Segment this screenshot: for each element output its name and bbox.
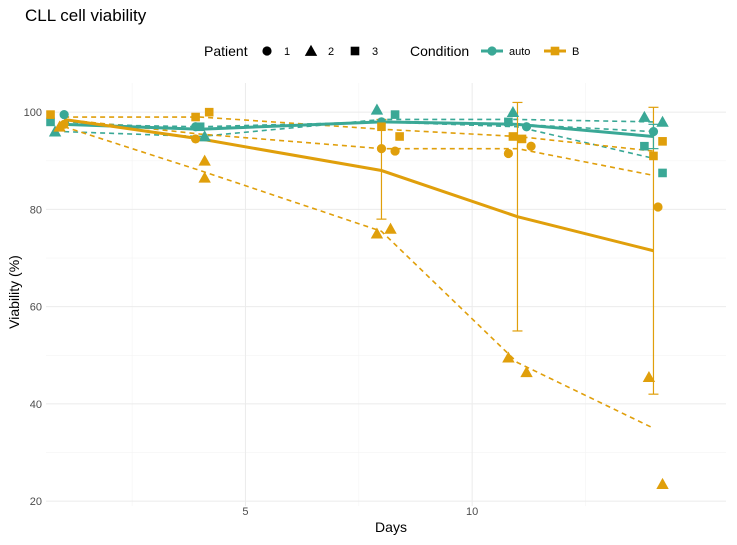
data-points bbox=[46, 103, 669, 489]
legend-patient-label: 2 bbox=[328, 46, 334, 58]
error-bars bbox=[376, 101, 659, 395]
data-point bbox=[370, 227, 384, 239]
data-point bbox=[520, 366, 533, 378]
x-tick-label: 10 bbox=[466, 506, 478, 518]
y-tick-label: 40 bbox=[30, 399, 42, 411]
data-point bbox=[390, 110, 400, 119]
data-point bbox=[653, 202, 663, 212]
legend-condition-label: auto bbox=[509, 46, 530, 58]
data-point bbox=[191, 134, 201, 144]
data-point bbox=[656, 115, 669, 127]
legend-patient-key bbox=[262, 46, 272, 56]
x-axis-ticks: 5 10 bbox=[242, 506, 478, 518]
legend-patient-label: 3 bbox=[372, 46, 378, 58]
chart-title: CLL cell viability bbox=[25, 6, 147, 25]
x-tick-label: 5 bbox=[242, 506, 248, 518]
data-point bbox=[198, 171, 211, 183]
data-point bbox=[649, 151, 658, 161]
data-point bbox=[656, 477, 669, 489]
data-point bbox=[198, 130, 211, 142]
data-point bbox=[638, 110, 651, 122]
legend-condition-marker bbox=[550, 46, 560, 56]
data-point bbox=[370, 103, 384, 115]
legend-patient-key bbox=[304, 44, 318, 56]
legend-condition-entries: auto B bbox=[481, 46, 579, 58]
data-point bbox=[376, 144, 387, 154]
data-point bbox=[658, 137, 667, 146]
legend-patient-entries: 1 2 3 bbox=[262, 44, 378, 58]
y-tick-label: 20 bbox=[30, 496, 42, 508]
gridlines bbox=[46, 83, 726, 506]
data-point bbox=[502, 351, 515, 363]
data-point bbox=[503, 148, 513, 159]
data-point bbox=[504, 117, 513, 127]
y-axis-ticks: 20 40 60 80 100 bbox=[24, 107, 42, 508]
data-point bbox=[198, 154, 211, 166]
y-tick-label: 100 bbox=[24, 107, 42, 119]
legend-condition-title: Condition bbox=[410, 43, 469, 59]
data-point bbox=[191, 112, 200, 122]
data-point bbox=[395, 132, 404, 141]
data-point bbox=[658, 168, 667, 178]
legend-condition-marker bbox=[487, 46, 497, 56]
data-point bbox=[526, 141, 536, 151]
y-tick-label: 60 bbox=[30, 302, 42, 314]
data-point bbox=[521, 122, 532, 132]
data-point bbox=[640, 141, 649, 151]
data-point bbox=[46, 110, 55, 119]
patient-line bbox=[63, 125, 654, 429]
data-point bbox=[46, 117, 55, 127]
legend: Patient 1 2 3 Condition auto B bbox=[204, 43, 579, 59]
data-point bbox=[384, 222, 397, 234]
x-axis-title: Days bbox=[375, 519, 407, 535]
y-tick-label: 80 bbox=[30, 204, 42, 216]
legend-patient-title: Patient bbox=[204, 43, 248, 59]
y-axis-title: Viability (%) bbox=[6, 255, 22, 329]
data-point bbox=[390, 146, 400, 156]
data-point bbox=[204, 107, 214, 117]
data-point bbox=[377, 122, 386, 132]
data-point bbox=[642, 370, 656, 382]
plot-area: 5 10 20 40 60 80 100 bbox=[24, 83, 726, 518]
data-point bbox=[59, 110, 69, 120]
data-point bbox=[53, 120, 66, 132]
data-point bbox=[506, 105, 520, 118]
data-point bbox=[508, 132, 518, 141]
legend-condition-label: B bbox=[572, 46, 579, 58]
data-point bbox=[195, 122, 205, 132]
legend-patient-key bbox=[350, 46, 360, 56]
legend-patient-label: 1 bbox=[284, 46, 290, 58]
data-point bbox=[517, 134, 527, 144]
data-point bbox=[648, 127, 659, 137]
